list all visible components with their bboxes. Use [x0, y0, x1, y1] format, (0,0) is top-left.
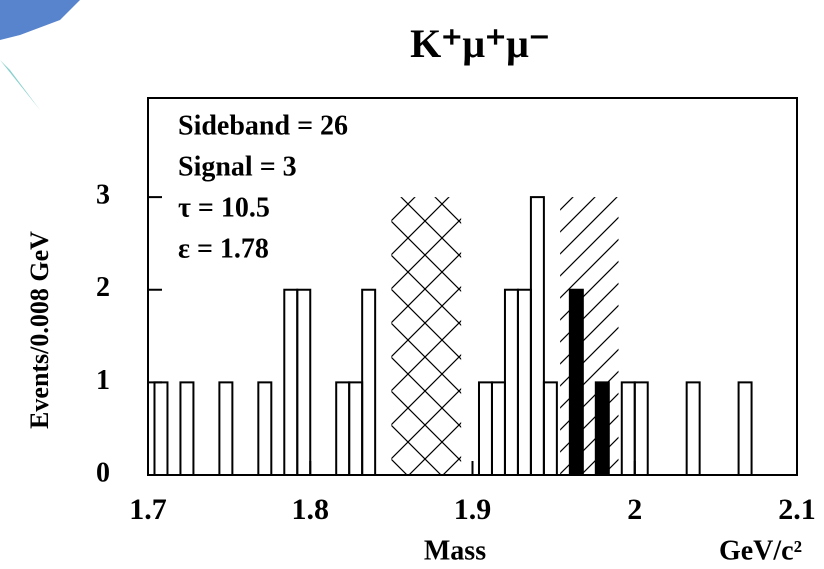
sideband-bar — [218, 381, 234, 476]
hatched-region — [391, 197, 462, 475]
sideband-bar — [620, 381, 636, 476]
annotation: Signal = 3 — [178, 151, 297, 182]
sideband-bar — [737, 381, 753, 476]
sideband-bar — [529, 196, 545, 476]
label-mask — [120, 100, 146, 480]
sideband-bar — [542, 381, 558, 476]
x-tick-label: 1.9 — [454, 493, 492, 526]
annotation: Sideband = 26 — [178, 110, 348, 141]
sideband-bar — [516, 288, 532, 476]
y-tick-label: 1 — [96, 365, 110, 396]
sideband-bar — [153, 381, 169, 476]
y-tick-label: 3 — [96, 180, 110, 211]
x-axis-label: Mass — [424, 535, 486, 566]
signal-bar — [594, 381, 610, 476]
logo-decoration — [0, 0, 80, 110]
signal-bar — [568, 288, 584, 476]
x-tick-label: 1.8 — [292, 493, 330, 526]
sideband-bar — [685, 381, 701, 476]
annotation: ε = 1.78 — [178, 233, 269, 264]
x-tick-label: 2.1 — [778, 493, 816, 526]
sideband-bar — [348, 381, 364, 476]
plot-area: 1.7 1.8 1.9 2 2.1 0 1 2 3 Sideband = 26 Signal = 3… — [96, 97, 816, 526]
sideband-bar — [633, 381, 649, 476]
sideband-bar — [503, 288, 519, 476]
annotation: τ = 10.5 — [178, 192, 270, 223]
sideband-bar — [296, 288, 312, 476]
sideband-bar — [361, 288, 377, 476]
sideband-bar — [335, 381, 351, 476]
x-tick-label: 1.7 — [129, 493, 167, 526]
sideband-bar — [283, 288, 299, 476]
chart-title: K⁺μ⁺μ⁻ — [410, 21, 550, 66]
sideband-bar — [257, 381, 273, 476]
y-tick-label: 2 — [96, 272, 110, 303]
x-tick-label: 2 — [627, 493, 642, 526]
y-axis-label: Events/0.008 GeV — [25, 231, 54, 429]
sideband-bar — [477, 381, 493, 476]
x-axis-unit: GeV/c² — [719, 535, 802, 566]
y-tick-label: 0 — [96, 457, 110, 488]
sideband-bar — [490, 381, 506, 476]
sideband-bar — [179, 381, 195, 476]
